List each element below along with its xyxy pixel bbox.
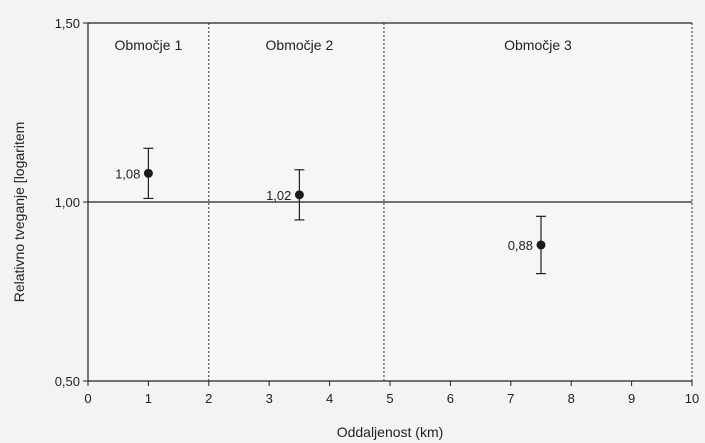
x-tick-label: 1 [145, 391, 152, 406]
x-tick-label: 2 [205, 391, 212, 406]
x-axis-label: Oddaljenost (km) [337, 424, 444, 440]
data-point-label: 1,08 [115, 166, 140, 181]
x-tick-label: 7 [507, 391, 514, 406]
y-axis-label: Relativno tveganje [logaritem [11, 122, 27, 303]
y-tick-label: 1,50 [55, 16, 80, 31]
zone-label: Območje 3 [504, 37, 572, 53]
x-tick-label: 4 [326, 391, 333, 406]
x-tick-label: 0 [84, 391, 91, 406]
data-point-label: 1,02 [266, 188, 291, 203]
data-point-marker [143, 168, 153, 178]
x-tick-label: 3 [266, 391, 273, 406]
zone-label: Območje 2 [266, 37, 334, 53]
data-point-marker [536, 240, 546, 250]
zone-label: Območje 1 [115, 37, 183, 53]
zone-labels: Območje 1 Območje 2 Območje 3 [115, 37, 572, 53]
x-tick-label: 6 [447, 391, 454, 406]
data-point-marker [294, 190, 304, 200]
y-ticks: 0,50 1,00 1,50 [55, 16, 88, 389]
x-tick-label: 8 [568, 391, 575, 406]
y-tick-label: 1,00 [55, 195, 80, 210]
x-ticks: 0 1 2 3 4 5 6 7 8 9 10 [84, 381, 699, 406]
data-points: 1,08 1,02 0,88 [115, 147, 546, 275]
data-point-label: 0,88 [508, 238, 533, 253]
x-tick-label: 5 [386, 391, 393, 406]
y-tick-label: 0,50 [55, 374, 80, 389]
x-tick-label: 10 [685, 391, 699, 406]
x-tick-label: 9 [628, 391, 635, 406]
